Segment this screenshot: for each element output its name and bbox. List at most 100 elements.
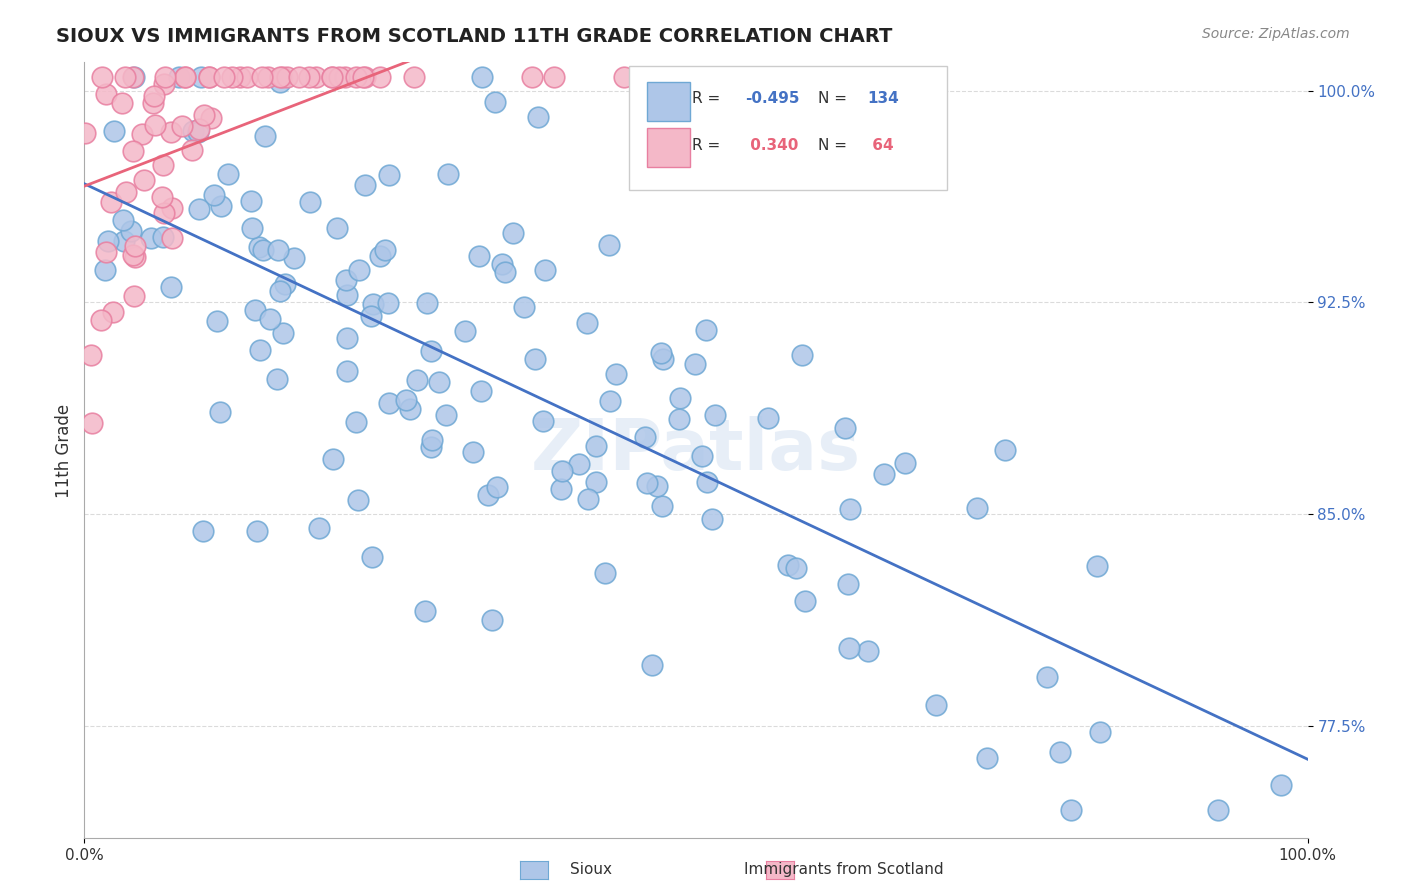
Point	[152, 189, 174, 203]
Point	[531, 414, 554, 428]
Point	[785, 561, 807, 575]
Point	[121, 248, 143, 262]
Point	[124, 239, 146, 253]
Point	[994, 443, 1017, 458]
Point	[838, 640, 860, 655]
Point	[894, 456, 917, 470]
Point	[405, 373, 427, 387]
Point	[180, 143, 202, 157]
Point	[419, 440, 441, 454]
Point	[468, 249, 491, 263]
Point	[377, 295, 399, 310]
Point	[112, 213, 135, 227]
Point	[378, 396, 401, 410]
Point	[470, 384, 492, 398]
Point	[1060, 803, 1083, 817]
Point	[252, 243, 274, 257]
Point	[1208, 803, 1230, 817]
Point	[471, 70, 494, 84]
Point	[550, 483, 572, 497]
Point	[925, 698, 948, 712]
Point	[650, 346, 672, 360]
Point	[236, 70, 259, 84]
Point	[1088, 724, 1111, 739]
Point	[152, 158, 174, 172]
Point	[776, 558, 799, 572]
Point	[240, 220, 263, 235]
Point	[94, 263, 117, 277]
Point	[111, 96, 134, 111]
Point	[966, 501, 988, 516]
Point	[599, 394, 621, 409]
Point	[103, 123, 125, 137]
Point	[187, 125, 209, 139]
Point	[645, 479, 668, 493]
Point	[347, 493, 370, 508]
Point	[221, 70, 243, 84]
Point	[374, 243, 396, 257]
Point	[170, 119, 193, 133]
Point	[598, 237, 620, 252]
Point	[269, 70, 291, 84]
Point	[360, 310, 382, 324]
Point	[641, 658, 664, 673]
Point	[124, 250, 146, 264]
Point	[595, 566, 617, 581]
Point	[250, 70, 273, 84]
Point	[269, 284, 291, 298]
Point	[82, 417, 104, 431]
Point	[436, 167, 458, 181]
FancyBboxPatch shape	[647, 82, 690, 120]
Point	[420, 343, 443, 358]
Text: R =: R =	[692, 138, 725, 153]
Point	[181, 123, 204, 137]
Point	[543, 70, 565, 84]
Point	[333, 70, 356, 84]
Point	[756, 411, 779, 425]
Point	[420, 433, 443, 447]
Point	[520, 70, 543, 84]
Point	[326, 221, 349, 235]
Point	[94, 244, 117, 259]
Point	[605, 367, 627, 381]
Point	[198, 70, 221, 84]
Point	[276, 70, 298, 84]
Point	[299, 195, 322, 210]
Point	[512, 300, 534, 314]
Point	[398, 402, 420, 417]
Point	[378, 168, 401, 182]
Point	[413, 604, 436, 618]
FancyBboxPatch shape	[647, 128, 690, 167]
Point	[416, 296, 439, 310]
Point	[704, 408, 727, 422]
Point	[190, 70, 212, 84]
Text: 0.340: 0.340	[745, 138, 799, 153]
Point	[209, 405, 232, 419]
Point	[352, 70, 374, 84]
Point	[567, 457, 589, 471]
Point	[80, 348, 103, 362]
Point	[188, 121, 211, 136]
Point	[839, 502, 862, 516]
Point	[344, 70, 367, 84]
Point	[395, 393, 418, 408]
Point	[132, 173, 155, 187]
Text: ZIPatlas: ZIPatlas	[531, 416, 860, 485]
Point	[257, 70, 280, 84]
Text: -0.495: -0.495	[745, 91, 800, 106]
Point	[634, 430, 657, 444]
Point	[668, 411, 690, 425]
Point	[97, 234, 120, 248]
Point	[361, 549, 384, 564]
Point	[202, 188, 225, 202]
Point	[160, 280, 183, 294]
Point	[354, 178, 377, 192]
Y-axis label: 11th Grade: 11th Grade	[55, 403, 73, 498]
Point	[873, 467, 896, 482]
Point	[101, 305, 124, 319]
Point	[305, 70, 328, 84]
Point	[153, 77, 176, 91]
Point	[162, 201, 184, 215]
Point	[91, 70, 114, 84]
Point	[245, 302, 267, 317]
